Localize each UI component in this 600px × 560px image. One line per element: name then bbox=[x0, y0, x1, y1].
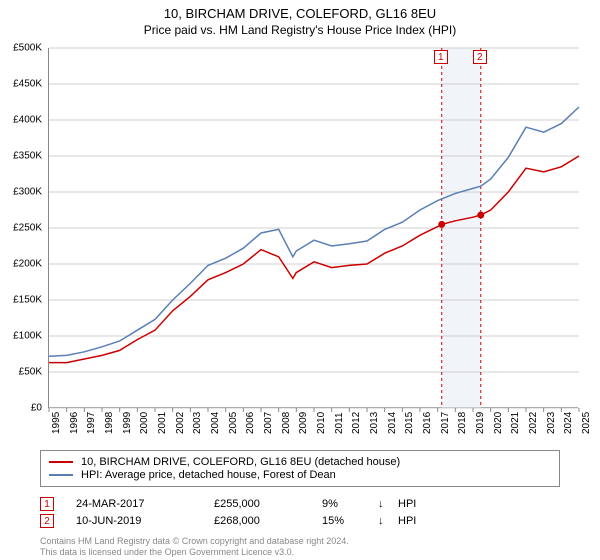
y-tick-label: £450K bbox=[13, 79, 42, 90]
attribution-line: Contains HM Land Registry data © Crown c… bbox=[40, 536, 349, 547]
x-tick-label: 2012 bbox=[351, 412, 362, 434]
sale-price: £255,000 bbox=[214, 498, 314, 510]
x-tick-label: 2025 bbox=[581, 412, 592, 434]
y-tick-label: £150K bbox=[13, 295, 42, 306]
sale-marker-label: 1 bbox=[434, 50, 448, 64]
sales-table: 1 24-MAR-2017 £255,000 9% ↓ HPI 2 10-JUN… bbox=[40, 494, 560, 531]
down-arrow-icon: ↓ bbox=[378, 515, 390, 527]
x-tick-label: 2004 bbox=[210, 412, 221, 434]
x-tick-label: 2014 bbox=[387, 412, 398, 434]
legend-swatch bbox=[49, 474, 73, 476]
x-tick-label: 2011 bbox=[334, 412, 345, 434]
x-tick-label: 2018 bbox=[457, 412, 468, 434]
x-tick-label: 2024 bbox=[563, 412, 574, 434]
x-tick-label: 2000 bbox=[139, 412, 150, 434]
sale-marker-label: 2 bbox=[473, 50, 487, 64]
sale-date: 10-JUN-2019 bbox=[76, 515, 206, 527]
series-property bbox=[49, 156, 579, 363]
sale-row: 2 10-JUN-2019 £268,000 15% ↓ HPI bbox=[40, 514, 560, 528]
attribution-line: This data is licensed under the Open Gov… bbox=[40, 547, 349, 558]
x-tick-label: 1999 bbox=[122, 412, 133, 434]
sale-vs: HPI bbox=[398, 515, 416, 527]
x-tick-label: 2006 bbox=[245, 412, 256, 434]
x-tick-label: 2022 bbox=[528, 412, 539, 434]
x-tick-label: 2020 bbox=[493, 412, 504, 434]
x-tick-label: 2010 bbox=[316, 412, 327, 434]
y-tick-label: £100K bbox=[13, 331, 42, 342]
sale-diff: 9% bbox=[322, 498, 370, 510]
sale-index-box: 2 bbox=[40, 514, 54, 528]
title-block: 10, BIRCHAM DRIVE, COLEFORD, GL16 8EU Pr… bbox=[0, 0, 600, 37]
legend-row: 10, BIRCHAM DRIVE, COLEFORD, GL16 8EU (d… bbox=[49, 456, 551, 468]
x-tick-label: 2003 bbox=[192, 412, 203, 434]
sale-dot bbox=[438, 221, 445, 228]
x-tick-label: 1997 bbox=[86, 412, 97, 434]
x-tick-label: 2002 bbox=[175, 412, 186, 434]
x-tick-label: 2005 bbox=[228, 412, 239, 434]
down-arrow-icon: ↓ bbox=[378, 498, 390, 510]
x-tick-label: 1995 bbox=[51, 412, 62, 434]
sale-date: 24-MAR-2017 bbox=[76, 498, 206, 510]
y-tick-label: £500K bbox=[13, 43, 42, 54]
legend-swatch bbox=[49, 461, 73, 463]
chart-container: 10, BIRCHAM DRIVE, COLEFORD, GL16 8EU Pr… bbox=[0, 0, 600, 560]
y-tick-label: £250K bbox=[13, 223, 42, 234]
y-tick-label: £0 bbox=[31, 403, 42, 414]
sale-price: £268,000 bbox=[214, 515, 314, 527]
sale-dot bbox=[477, 212, 484, 219]
legend-label: HPI: Average price, detached house, Fore… bbox=[81, 469, 336, 481]
y-tick-label: £200K bbox=[13, 259, 42, 270]
y-tick-label: £50K bbox=[19, 367, 42, 378]
y-tick-label: £300K bbox=[13, 187, 42, 198]
title-sub: Price paid vs. HM Land Registry's House … bbox=[0, 23, 600, 37]
plot-svg bbox=[49, 48, 578, 407]
y-tick-label: £350K bbox=[13, 151, 42, 162]
x-tick-label: 2013 bbox=[369, 412, 380, 434]
x-tick-label: 2001 bbox=[157, 412, 168, 434]
title-main: 10, BIRCHAM DRIVE, COLEFORD, GL16 8EU bbox=[0, 6, 600, 21]
x-tick-label: 2009 bbox=[298, 412, 309, 434]
x-tick-label: 2017 bbox=[440, 412, 451, 434]
plot-area bbox=[48, 48, 578, 408]
series-hpi bbox=[49, 107, 579, 356]
sale-vs: HPI bbox=[398, 498, 416, 510]
x-tick-label: 2008 bbox=[281, 412, 292, 434]
x-tick-label: 2015 bbox=[404, 412, 415, 434]
sale-row: 1 24-MAR-2017 £255,000 9% ↓ HPI bbox=[40, 497, 560, 511]
sale-index-box: 1 bbox=[40, 497, 54, 511]
x-tick-label: 2021 bbox=[510, 412, 521, 434]
legend-row: HPI: Average price, detached house, Fore… bbox=[49, 469, 551, 481]
legend-box: 10, BIRCHAM DRIVE, COLEFORD, GL16 8EU (d… bbox=[40, 450, 560, 487]
x-tick-label: 1996 bbox=[69, 412, 80, 434]
x-tick-label: 1998 bbox=[104, 412, 115, 434]
x-tick-label: 2023 bbox=[546, 412, 557, 434]
legend-label: 10, BIRCHAM DRIVE, COLEFORD, GL16 8EU (d… bbox=[81, 456, 400, 468]
x-axis-labels: 1995 1996 1997 1998 1999 2000 2001 2002 2003 2004… bbox=[48, 410, 578, 450]
x-tick-label: 2016 bbox=[422, 412, 433, 434]
attribution-text: Contains HM Land Registry data © Crown c… bbox=[40, 536, 349, 558]
y-tick-label: £400K bbox=[13, 115, 42, 126]
sale-diff: 15% bbox=[322, 515, 370, 527]
x-tick-label: 2007 bbox=[263, 412, 274, 434]
x-tick-label: 2019 bbox=[475, 412, 486, 434]
y-axis-labels: £0£50K£100K£150K£200K£250K£300K£350K£400… bbox=[0, 48, 46, 408]
